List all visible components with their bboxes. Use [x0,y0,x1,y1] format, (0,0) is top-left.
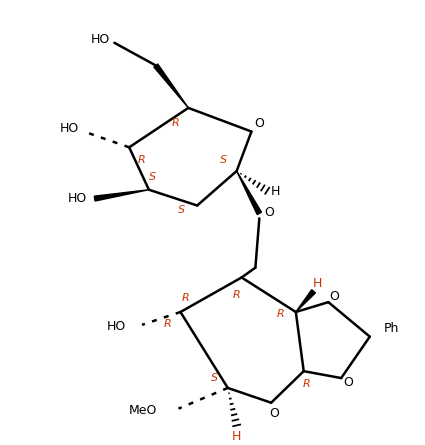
Text: H: H [313,277,322,290]
Text: R: R [277,309,285,319]
Polygon shape [154,64,188,108]
Polygon shape [237,171,261,214]
Polygon shape [296,290,315,312]
Text: R: R [181,293,189,303]
Text: HO: HO [68,192,87,205]
Text: MeO: MeO [128,404,157,417]
Text: O: O [269,407,279,420]
Text: Ph: Ph [384,322,399,335]
Text: S: S [149,172,156,182]
Text: HO: HO [91,33,110,46]
Polygon shape [94,190,149,201]
Text: R: R [172,117,179,128]
Text: R: R [233,290,241,300]
Text: O: O [343,376,353,389]
Text: H: H [270,185,280,198]
Text: HO: HO [107,320,126,333]
Text: S: S [220,155,227,165]
Text: O: O [264,206,274,219]
Text: R: R [138,155,146,165]
Text: S: S [211,373,218,383]
Text: O: O [255,117,264,130]
Text: S: S [178,206,185,215]
Text: R: R [164,319,172,329]
Text: H: H [232,430,241,443]
Text: HO: HO [60,122,79,135]
Text: R: R [303,379,311,389]
Text: O: O [329,290,339,303]
